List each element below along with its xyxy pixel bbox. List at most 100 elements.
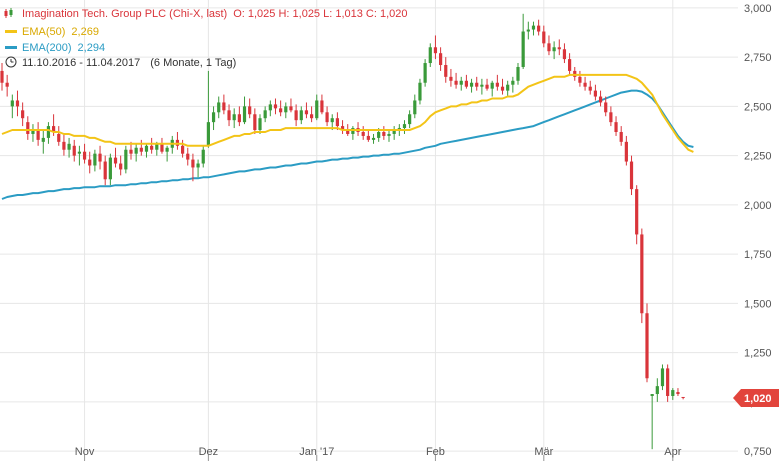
candle [310, 106, 314, 123]
last-price-badge: 1,020 [733, 388, 779, 407]
candle [62, 133, 66, 156]
y-tick-label: 1,500 [744, 298, 772, 310]
candlestick-series [0, 13, 685, 450]
candle [67, 137, 71, 158]
y-tick-label: 0,750 [744, 446, 772, 458]
candle [41, 130, 45, 154]
candle [593, 84, 597, 101]
candle [139, 139, 143, 156]
candle [284, 102, 288, 119]
candle [413, 94, 417, 119]
candle [206, 70, 210, 148]
candle [583, 76, 587, 91]
candle [150, 137, 154, 154]
candle [119, 155, 123, 176]
candle [227, 104, 231, 127]
candle [82, 143, 87, 164]
ema50-value: 2,269 [71, 26, 99, 38]
candle [191, 153, 195, 182]
x-tick-label: Dez [199, 446, 219, 458]
candle [279, 100, 283, 117]
legend-ema200: EMA(200) 2,294 [22, 42, 105, 54]
candle [98, 145, 102, 170]
x-tick-label: Nov [75, 446, 95, 458]
ema200-swatch [5, 46, 17, 49]
ema200-label: EMA(200) [22, 42, 72, 54]
legend-ema50: EMA(50) 2,269 [22, 26, 99, 38]
ema200-value: 2,294 [78, 42, 106, 54]
candle [160, 137, 164, 154]
ema50-line [1, 73, 694, 153]
candle [72, 139, 76, 162]
candle [113, 147, 118, 168]
legend-period: 11.10.2016 - 11.04.2017 (6 Monate, 1 Tag) [22, 57, 236, 69]
candle [108, 153, 112, 186]
candle [299, 106, 303, 125]
candle [588, 80, 592, 95]
candle [392, 126, 396, 140]
candle [26, 116, 30, 140]
candle [170, 135, 174, 154]
candle [181, 139, 185, 158]
x-axis: Nov Dez Jan '17 Feb Mär Apr [75, 446, 682, 461]
candle [134, 143, 138, 162]
candle [304, 102, 309, 119]
candle [490, 80, 494, 97]
candle [103, 155, 107, 186]
candle [526, 21, 530, 40]
candle [387, 130, 391, 142]
candle [232, 108, 236, 129]
candle [547, 35, 551, 56]
candle [475, 76, 479, 91]
x-tick-label: Mär [534, 446, 553, 458]
candle [402, 120, 407, 134]
candle [217, 96, 221, 119]
candle [444, 57, 448, 83]
y-tick-label: 2,250 [744, 151, 772, 163]
candle [5, 74, 9, 97]
candle [578, 70, 582, 87]
candle [568, 53, 572, 75]
candle [248, 98, 252, 119]
candle [557, 39, 561, 56]
candle [542, 25, 546, 48]
candle [640, 228, 644, 324]
chart-grid [0, 0, 738, 461]
candle [598, 90, 603, 107]
x-tick-label: Feb [426, 446, 445, 458]
candle [186, 147, 190, 166]
candle [485, 78, 489, 91]
period-label: (6 Monate, 1 Tag) [150, 57, 236, 69]
y-tick-label: 2,000 [744, 200, 772, 212]
candle [573, 66, 577, 81]
candle [46, 122, 51, 144]
candle [294, 104, 298, 127]
ohlc-values: O: 1,025 H: 1,025 L: 1,013 C: 1,020 [233, 8, 407, 20]
ema200-layer [1, 89, 694, 200]
x-tick-label: Apr [664, 446, 681, 458]
candle [645, 303, 649, 383]
ema200-line [1, 89, 694, 200]
candle [15, 90, 20, 117]
candle [237, 106, 241, 127]
candle [366, 130, 370, 142]
candle [371, 133, 376, 144]
candle [242, 96, 247, 125]
candle [650, 394, 654, 450]
ema50-label: EMA(50) [22, 26, 65, 38]
candle [660, 364, 665, 391]
candle [289, 98, 293, 113]
candle [408, 110, 412, 129]
candle [258, 114, 262, 134]
ema50-swatch [5, 30, 17, 33]
y-tick-label: 1,750 [744, 249, 772, 261]
candle [196, 159, 200, 178]
ema50-layer [1, 73, 694, 153]
candle [77, 145, 81, 166]
candle [454, 72, 458, 89]
candle [144, 143, 149, 158]
candle [552, 41, 556, 60]
candle [263, 106, 267, 123]
x-tick-label: Jan '17 [299, 446, 334, 458]
